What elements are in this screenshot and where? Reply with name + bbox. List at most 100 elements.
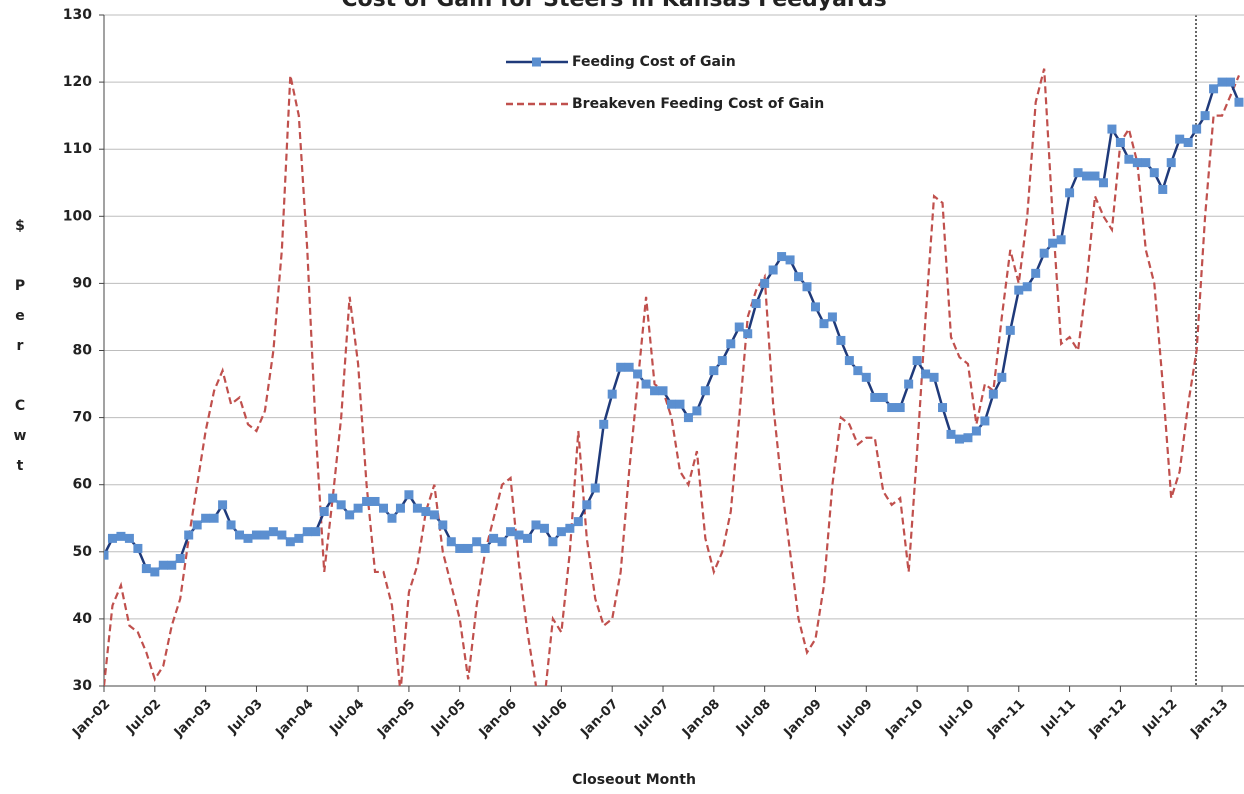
point-marker [819, 319, 829, 329]
point-marker [387, 513, 397, 523]
point-marker [734, 322, 744, 332]
point-marker [141, 564, 151, 574]
x-tick-label: Jul-03 [225, 697, 266, 738]
point-marker [963, 433, 973, 443]
point-marker [700, 386, 710, 396]
point-marker [1166, 158, 1176, 168]
point-marker [107, 533, 117, 543]
point-marker [971, 426, 981, 436]
point-marker [616, 362, 626, 372]
point-marker [844, 356, 854, 366]
point-marker [556, 527, 566, 537]
x-tick-label: Jan-08 [679, 697, 723, 741]
series-line [104, 80, 1241, 574]
point-marker [1073, 168, 1083, 178]
x-tick-label: Jan-09 [781, 697, 825, 741]
x-tick-label: Jan-13 [1187, 697, 1231, 741]
point-marker [548, 537, 558, 547]
point-marker [192, 520, 202, 530]
point-marker [429, 510, 439, 520]
point-marker [395, 503, 405, 513]
point-marker [523, 533, 532, 543]
point-marker [810, 302, 820, 312]
point-marker [1022, 282, 1032, 292]
point-marker [260, 530, 270, 540]
y-tick-label: 100 [63, 208, 92, 224]
point-marker [853, 366, 863, 376]
point-marker [438, 520, 448, 530]
point-marker [760, 278, 770, 288]
point-marker [480, 543, 490, 553]
point-marker [1175, 134, 1185, 144]
x-tick-label: Jul-12 [1139, 697, 1180, 738]
point-marker [1183, 137, 1193, 147]
x-tick-label: Jan-06 [476, 697, 520, 741]
point-marker [1132, 158, 1142, 168]
y-tick-label: 80 [73, 343, 93, 359]
point-marker [675, 399, 685, 409]
point-marker [285, 537, 295, 547]
point-marker [226, 520, 236, 530]
point-marker [446, 537, 456, 547]
x-tick-label: Jan-02 [69, 697, 113, 741]
point-marker [362, 496, 372, 506]
point-marker [768, 265, 778, 275]
point-marker [124, 533, 134, 543]
y-tick-label: 40 [73, 611, 93, 627]
point-marker [887, 403, 897, 413]
point-marker [861, 372, 871, 382]
point-marker [268, 527, 278, 537]
point-marker [794, 272, 804, 282]
point-marker [353, 503, 363, 513]
x-tick-label: Jan-10 [882, 697, 926, 741]
point-marker [514, 530, 524, 540]
point-marker [311, 527, 321, 537]
point-marker [946, 429, 956, 439]
x-tick-label: Jan-07 [577, 697, 621, 741]
point-marker [209, 513, 219, 523]
point-marker [692, 406, 702, 416]
point-marker [379, 503, 389, 513]
point-marker [726, 339, 736, 349]
point-marker [319, 507, 329, 517]
point-marker [243, 533, 253, 543]
point-marker [167, 560, 177, 570]
point-marker [104, 550, 109, 560]
legend-label: Breakeven Feeding Cost of Gain [572, 96, 824, 112]
y-tick-label: 60 [73, 477, 93, 493]
y-tick-label: 30 [73, 678, 93, 694]
y-axis-title: $ Per Cwt [12, 218, 28, 488]
point-marker [201, 513, 211, 523]
point-marker [328, 493, 338, 503]
point-marker [599, 419, 609, 429]
x-tick-label: Jul-05 [428, 697, 469, 738]
point-marker [336, 500, 346, 510]
point-marker [565, 523, 575, 533]
x-tick-label: Jul-10 [936, 697, 977, 738]
point-marker [218, 500, 228, 510]
point-marker [938, 403, 948, 413]
point-marker [743, 329, 753, 339]
point-marker [412, 503, 422, 513]
point-marker [345, 510, 355, 520]
point-marker [666, 399, 676, 409]
point-marker [531, 520, 541, 530]
point-marker [751, 299, 761, 309]
x-tick-label: Jul-07 [631, 697, 672, 738]
x-tick-label: Jul-09 [835, 697, 876, 738]
point-marker [802, 282, 812, 292]
point-marker [277, 530, 287, 540]
point-marker [1200, 111, 1210, 121]
point-marker [1065, 188, 1075, 198]
legend-marker [532, 57, 541, 67]
point-marker [590, 483, 600, 493]
point-marker [1115, 137, 1125, 147]
point-marker [641, 379, 651, 389]
x-tick-label: Jul-02 [123, 697, 164, 738]
point-marker [921, 369, 931, 379]
point-marker [785, 255, 795, 265]
point-marker [1149, 168, 1159, 178]
point-marker [294, 533, 304, 543]
point-marker [607, 389, 617, 399]
